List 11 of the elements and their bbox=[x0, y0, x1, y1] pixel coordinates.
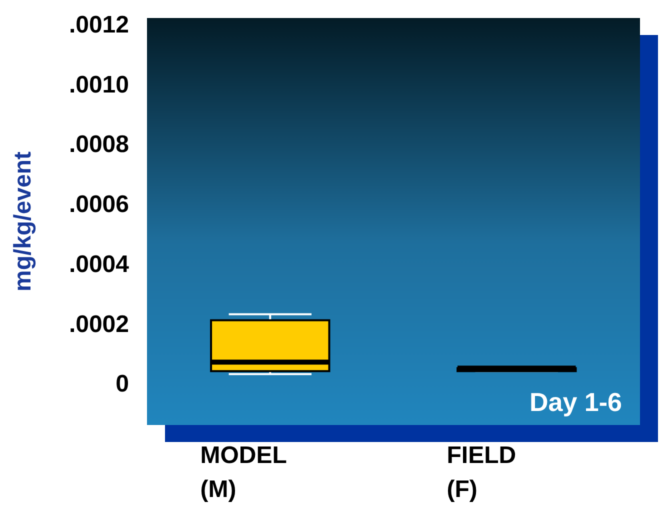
x-tick-label: FIELD (F) bbox=[446, 442, 516, 503]
y-tick-label: .0006 bbox=[68, 191, 129, 218]
x-tick-label: MODEL (M) bbox=[200, 442, 287, 503]
y-tick-label: .0008 bbox=[68, 131, 129, 158]
y-tick-label: .0002 bbox=[68, 310, 129, 338]
y-tick-label: .0004 bbox=[68, 250, 130, 278]
y-axis-title: mg/kg/event bbox=[10, 151, 37, 292]
y-tick-label: .0012 bbox=[68, 12, 129, 39]
y-tick-label: .0010 bbox=[68, 71, 129, 98]
annotation: Day 1-6 bbox=[530, 387, 622, 417]
y-tick-label: 0 bbox=[116, 370, 129, 398]
